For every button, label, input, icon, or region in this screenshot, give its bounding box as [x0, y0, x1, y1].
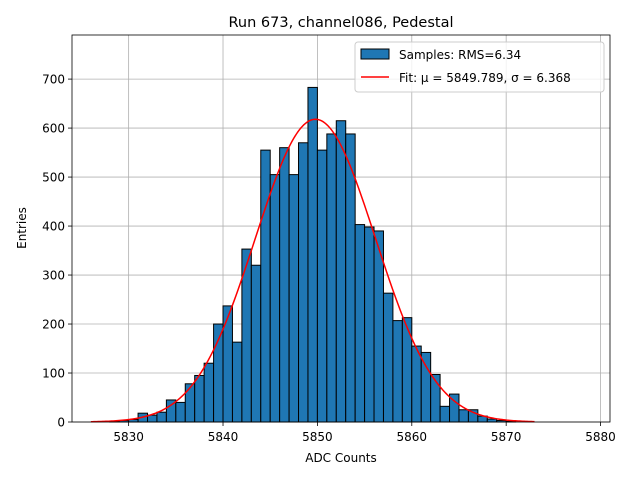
y-tick-label: 0: [57, 416, 65, 430]
histogram-bar: [345, 133, 356, 423]
histogram-bar: [184, 383, 196, 423]
histogram-bar: [194, 374, 205, 423]
legend-label-samples: Samples: RMS=6.34: [399, 48, 521, 62]
y-tick-label: 400: [42, 220, 65, 234]
x-tick-label: 5870: [491, 430, 522, 444]
histogram-bar: [279, 147, 290, 423]
histogram-bar: [392, 320, 403, 423]
y-tick-label: 200: [42, 318, 65, 332]
histogram-bar: [382, 292, 394, 423]
histogram-bar: [298, 142, 309, 423]
histogram-bar: [260, 149, 271, 423]
histogram-bar: [307, 86, 318, 423]
chart-title: Run 673, channel086, Pedestal: [228, 15, 453, 31]
plot-frame: [71, 34, 611, 423]
histogram-bar: [316, 149, 328, 423]
y-axis-ticks: 0 100 200 300 400 500 600 700: [42, 73, 72, 430]
histogram-bar: [175, 401, 186, 423]
histogram-bar: [326, 133, 337, 423]
histogram-bar: [458, 409, 469, 423]
legend-swatch-samples: [360, 48, 390, 60]
y-tick-label: 300: [42, 269, 65, 283]
x-tick-label: 5840: [208, 430, 239, 444]
histogram-bar: [439, 405, 451, 423]
histogram-bar: [364, 226, 375, 423]
y-tick-label: 500: [42, 171, 65, 185]
x-axis-ticks: 5830 5840 5850 5860 5870 5880: [113, 422, 616, 444]
histogram-bar: [420, 351, 432, 423]
histogram-bar: [269, 174, 281, 423]
y-axis-label: Entries: [15, 207, 29, 249]
legend-label-fit: Fit: μ = 5849.789, σ = 6.368: [399, 71, 571, 85]
x-tick-label: 5880: [585, 430, 616, 444]
y-tick-label: 600: [42, 122, 65, 136]
histogram-bar: [354, 224, 366, 423]
histogram-bars: [109, 86, 517, 423]
legend-box: [354, 41, 605, 93]
histogram-bar: [486, 418, 498, 423]
histogram-bar: [231, 341, 243, 423]
histogram-bar: [335, 120, 347, 423]
x-axis-label: ADC Counts: [305, 451, 377, 465]
histogram-bar: [156, 411, 167, 423]
x-tick-label: 5850: [302, 430, 333, 444]
x-tick-label: 5860: [397, 430, 428, 444]
legend: Samples: RMS=6.34 Fit: μ = 5849.789, σ =…: [354, 41, 605, 93]
gaussian-fit-curve: [90, 118, 535, 423]
histogram-bar: [411, 345, 422, 423]
histogram-bar: [250, 264, 262, 423]
y-tick-label: 700: [42, 73, 65, 87]
histogram-bar: [222, 305, 233, 423]
x-tick-label: 5830: [113, 430, 144, 444]
histogram-bar: [203, 362, 215, 423]
y-tick-label: 100: [42, 367, 65, 381]
histogram-bar: [288, 174, 300, 423]
